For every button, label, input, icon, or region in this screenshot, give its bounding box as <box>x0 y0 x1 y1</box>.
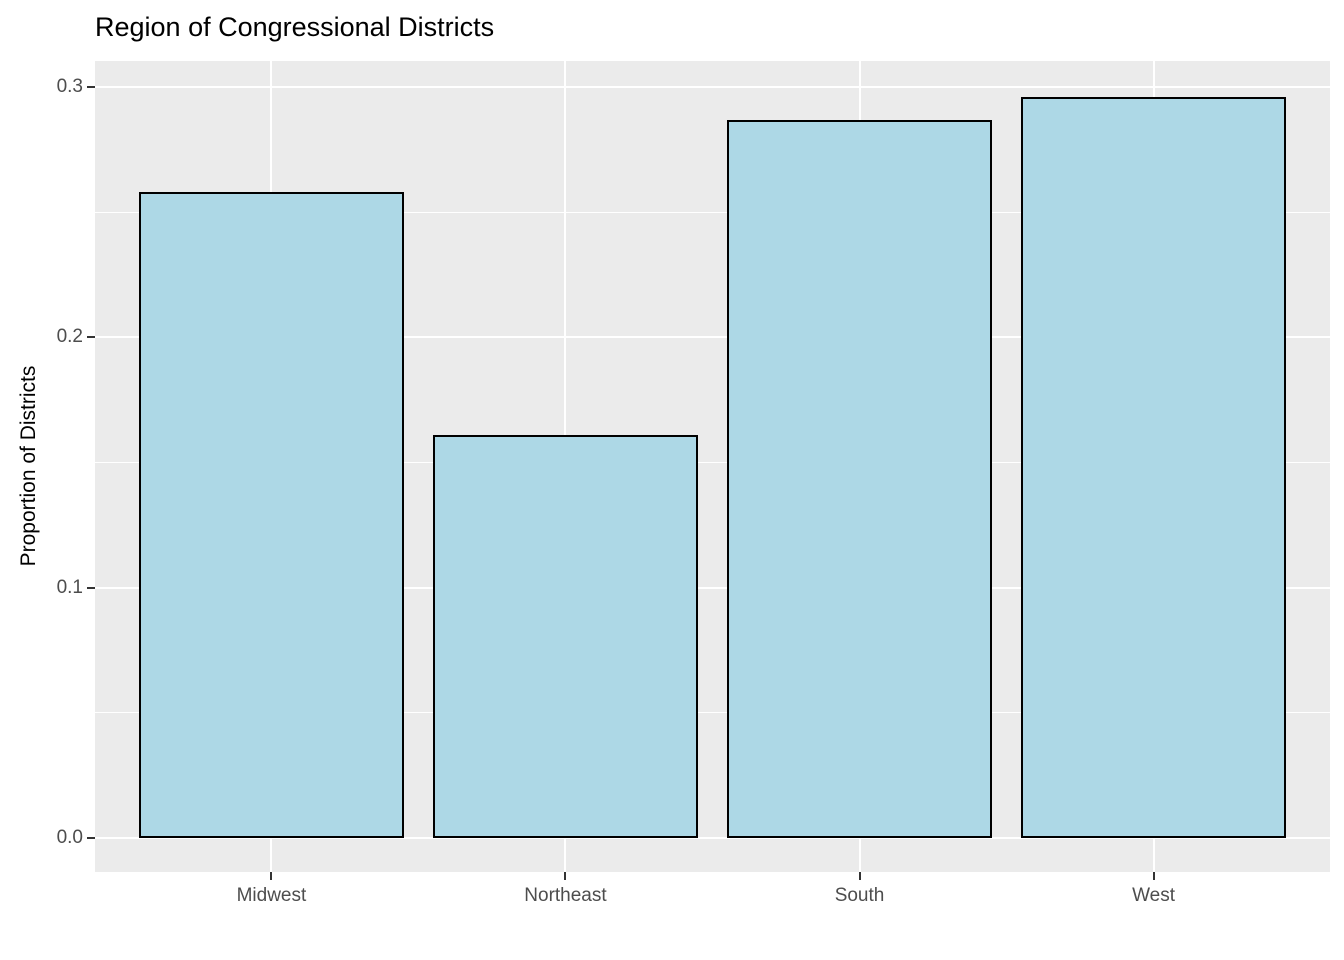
x-tick-mark <box>1152 872 1155 880</box>
gridline-major-y <box>95 836 1330 839</box>
x-tick-label-west: West <box>1132 885 1176 906</box>
gridline-major-y <box>95 86 1330 89</box>
bar-midwest <box>139 192 404 838</box>
gridline-minor-y <box>95 461 1330 463</box>
y-tick-mark <box>87 336 95 339</box>
y-tick-label: 0.1 <box>56 576 83 598</box>
bar-south <box>727 119 992 838</box>
chart-title: Region of Congressional Districts <box>95 12 495 42</box>
y-tick-label: 0.3 <box>56 76 83 98</box>
x-tick-mark <box>858 872 861 880</box>
plot-panel <box>95 61 1330 872</box>
y-axis-title: Proportion of Districts <box>17 365 40 567</box>
y-tick-mark <box>87 836 95 839</box>
x-tick-mark <box>564 872 567 880</box>
y-tick-mark <box>87 86 95 89</box>
gridline-major-y <box>95 336 1330 339</box>
x-tick-label-midwest: Midwest <box>236 885 307 906</box>
gridline-minor-y <box>95 211 1330 213</box>
gridline-minor-y <box>95 712 1330 714</box>
x-tick-label-northeast: Northeast <box>524 885 607 906</box>
x-tick-mark <box>270 872 273 880</box>
y-tick-mark <box>87 586 95 589</box>
bar-northeast <box>433 434 698 838</box>
bar-west <box>1021 97 1286 838</box>
x-tick-label-south: South <box>834 885 885 906</box>
y-tick-label: 0.2 <box>56 326 83 348</box>
gridline-major-y <box>95 586 1330 589</box>
y-tick-label: 0.0 <box>56 826 83 848</box>
